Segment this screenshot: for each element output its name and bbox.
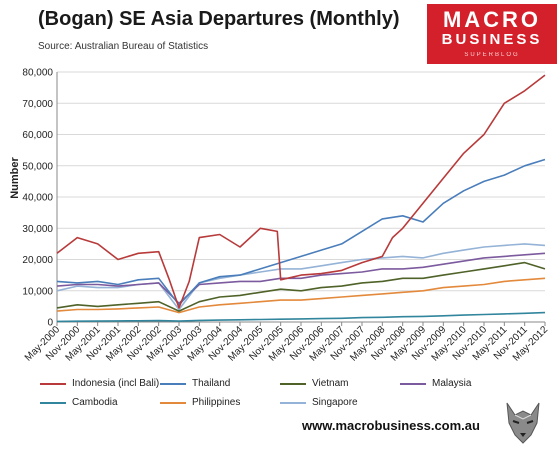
logo-line-2: BUSINESS xyxy=(441,31,543,48)
macrobusiness-logo: MACRO BUSINESS SUPERBLOG xyxy=(427,4,557,64)
y-tick-label: 50,000 xyxy=(22,161,53,172)
series-lines xyxy=(56,74,546,323)
line-chart: 0 10,000 20,000 30,000 40,000 50,000 60,000 70,… xyxy=(22,68,550,364)
legend-label: Philippines xyxy=(192,397,241,408)
legend-label: Singapore xyxy=(312,397,358,408)
y-tick-label: 20,000 xyxy=(22,255,53,266)
series-line-thailand xyxy=(56,158,546,306)
y-tick-label: 0 xyxy=(47,318,53,329)
legend-swatch xyxy=(400,382,426,385)
y-tick-label: 70,000 xyxy=(22,99,53,110)
grid-lines xyxy=(57,71,545,292)
y-tick-label: 60,000 xyxy=(22,130,53,141)
legend-item: Indonesia (incl Bali) xyxy=(40,378,159,389)
legend-swatch xyxy=(160,382,186,385)
y-tick-label: 10,000 xyxy=(22,286,53,297)
legend-swatch xyxy=(160,401,186,404)
chart-source: Source: Australian Bureau of Statistics xyxy=(38,41,209,52)
series-line-cambodia xyxy=(56,311,546,323)
logo-line-3: SUPERBLOG xyxy=(464,52,520,58)
legend-label: Indonesia (incl Bali) xyxy=(72,378,160,389)
logo-line-1: MACRO xyxy=(442,7,542,32)
legend-label: Thailand xyxy=(192,378,231,389)
y-tick-label: 40,000 xyxy=(22,193,53,204)
legend-label: Cambodia xyxy=(72,397,118,408)
series-line-malaysia xyxy=(56,252,546,305)
legend-item: Thailand xyxy=(160,378,230,389)
legend-item: Philippines xyxy=(160,397,240,408)
legend-item: Singapore xyxy=(280,397,358,408)
series-line-philippines xyxy=(56,277,546,314)
series-line-indonesia-incl-bali xyxy=(56,74,546,309)
chart-title: (Bogan) SE Asia Departures (Monthly) xyxy=(38,8,400,30)
wolf-logo-icon xyxy=(506,402,540,444)
website-url: www.macrobusiness.com.au xyxy=(302,418,480,433)
legend-swatch xyxy=(280,401,306,404)
series-line-vietnam xyxy=(56,261,546,312)
x-tick-labels: May-2000Nov-2000May-2001Nov-2001May-2002… xyxy=(23,322,550,364)
y-tick-label: 80,000 xyxy=(22,68,53,79)
legend-swatch xyxy=(40,401,66,404)
legend-item: Malaysia xyxy=(400,378,471,389)
legend-swatch xyxy=(280,382,306,385)
legend-swatch xyxy=(40,382,66,385)
y-tick-labels: 0 10,000 20,000 30,000 40,000 50,000 60,000 70,… xyxy=(22,68,53,329)
legend-label: Malaysia xyxy=(432,378,472,389)
legend-label: Vietnam xyxy=(312,378,349,389)
y-tick-label: 30,000 xyxy=(22,224,53,235)
legend-item: Vietnam xyxy=(280,378,349,389)
legend-item: Cambodia xyxy=(40,397,118,408)
